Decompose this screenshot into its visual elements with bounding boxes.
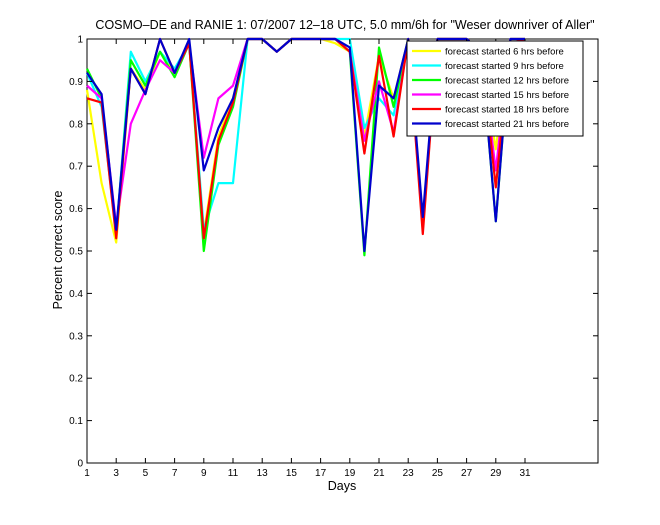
x-tick-label: 7 [172,468,178,479]
y-tick-label: 0.5 [69,247,83,258]
legend-entry: forecast started 6 hrs before [445,47,564,58]
x-tick-label: 23 [403,468,415,479]
x-tick-label: 31 [519,468,531,479]
legend-entry: forecast started 12 hrs before [445,76,569,87]
y-tick-label: 0.3 [69,331,83,342]
legend-box [406,40,584,137]
series-layer [85,37,526,257]
y-tick-label: 0.7 [69,162,83,173]
x-tick-label: 19 [344,468,356,479]
x-tick-label: 15 [286,468,298,479]
legend: forecast started 6 hrs before forecast st… [406,40,584,137]
chart-title: COSMO–DE and RANIE 1: 07/2007 12–18 UTC,… [95,18,594,32]
y-tick-label: 0.9 [69,77,83,88]
y-tick-label: 1 [77,35,83,46]
y-tick-label: 0.6 [69,204,83,215]
y-axis-label: Percent correct score [51,191,65,310]
y-tick-label: 0.4 [69,289,83,300]
legend-entry: forecast started 18 hrs before [445,105,569,116]
series-line-6 [86,37,525,253]
x-tick-label: 1 [84,468,90,479]
x-tick-label: 17 [315,468,327,479]
legend-entry: forecast started 15 hrs before [445,90,569,101]
legend-entry: forecast started 9 hrs before [445,61,564,72]
x-tick-label: 29 [490,468,502,479]
x-tick-label: 13 [257,468,269,479]
x-axis-label: Days [328,479,356,493]
y-tick-label: 0.1 [69,416,83,427]
x-tick-label: 11 [228,468,239,479]
x-tick-label: 5 [143,468,149,479]
x-tick-label: 27 [461,468,473,479]
y-tick-label: 0.2 [69,374,83,385]
y-tick-label: 0 [77,459,83,470]
legend-entry: forecast started 21 hrs before [445,119,569,130]
axis-ticks: 1 3 5 7 9 11 13 15 17 19 21 23 25 27 29 3100.10.20.30.4… [69,35,598,479]
x-tick-label: 3 [113,468,119,479]
y-tick-label: 0.8 [69,119,83,130]
x-tick-label: 21 [373,468,385,479]
x-tick-label: 9 [201,468,207,479]
x-tick-label: 25 [432,468,444,479]
